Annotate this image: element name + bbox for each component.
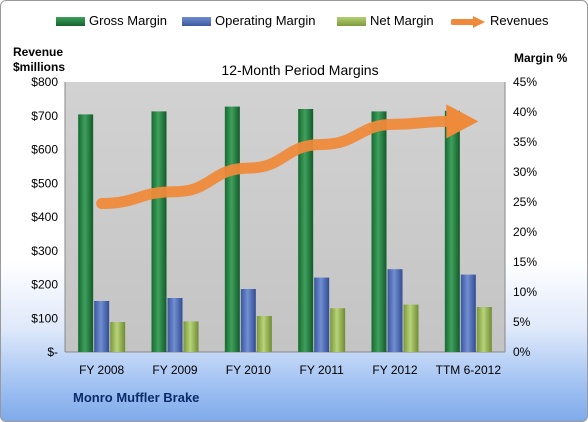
revenues-line (96, 115, 454, 209)
gross-margin-bar (371, 111, 387, 353)
legend-gross-margin: Gross Margin (56, 13, 167, 28)
left-axis-title-line1: Revenue (13, 45, 64, 59)
gross-margin-bar (444, 110, 460, 352)
left-tick-label: $700 (31, 109, 58, 123)
gross-margin-bar (298, 109, 314, 352)
category-label: TTM 6-2012 (436, 363, 502, 377)
operating-margin-bar (387, 269, 403, 352)
left-tick-label: $300 (31, 244, 58, 258)
legend-net-swatch (337, 17, 366, 27)
legend-operating-label: Operating Margin (215, 13, 316, 28)
legend-net-margin: Net Margin (337, 13, 434, 28)
legend-gross-label: Gross Margin (89, 13, 168, 28)
legend-revenues-arrow-icon (450, 15, 485, 28)
right-axis-title: Margin % (514, 51, 568, 65)
net-margin-bar (476, 307, 492, 352)
chart-title: 12-Month Period Margins (221, 62, 378, 78)
right-tick-label: 10% (513, 285, 537, 299)
legend-revenues: Revenues (450, 13, 549, 28)
revenues-arrowhead (446, 104, 479, 139)
right-tick-label: 45% (513, 75, 537, 89)
company-name: Monro Muffler Brake (73, 390, 200, 405)
left-tick-label: $600 (31, 143, 58, 157)
net-margin-bar (256, 316, 272, 352)
category-label: FY 2010 (226, 363, 271, 377)
net-margin-bar (330, 308, 346, 352)
category-label: FY 2012 (372, 363, 417, 377)
legend-revenues-label: Revenues (490, 13, 549, 28)
category-label: FY 2011 (300, 363, 345, 377)
gross-margin-bar (224, 106, 240, 352)
left-tick-label: $500 (31, 176, 58, 190)
operating-margin-bar (94, 301, 110, 352)
gross-margin-bar (151, 111, 167, 353)
legend-net-label: Net Margin (370, 13, 434, 28)
legend-gross-swatch (56, 17, 85, 27)
net-margin-bar (183, 321, 199, 352)
right-tick-label: 20% (513, 225, 537, 239)
right-tick-label: 30% (513, 165, 537, 179)
right-tick-label: 15% (513, 255, 537, 269)
left-tick-label: $- (47, 345, 58, 359)
left-tick-label: $400 (31, 210, 58, 224)
right-tick-label: 5% (513, 315, 531, 329)
legend-operating-swatch (182, 17, 211, 27)
net-margin-bar (110, 322, 126, 352)
operating-margin-bar (240, 289, 256, 352)
net-margin-bar (403, 304, 419, 352)
right-tick-label: 0% (513, 345, 531, 359)
left-tick-label: $800 (31, 75, 58, 89)
left-tick-label: $100 (31, 311, 58, 325)
category-label: FY 2009 (152, 363, 197, 377)
right-tick-label: 35% (513, 135, 537, 149)
operating-margin-bar (314, 277, 330, 352)
left-tick-label: $200 (31, 278, 58, 292)
gross-margin-bar (78, 114, 94, 353)
legend-operating-margin: Operating Margin (182, 13, 315, 28)
right-tick-label: 25% (513, 195, 537, 209)
operating-margin-bar (167, 298, 183, 352)
operating-margin-bar (460, 274, 476, 352)
category-label: FY 2008 (79, 363, 124, 377)
right-tick-label: 40% (513, 105, 537, 119)
left-axis-title-line2: $millions (13, 60, 66, 74)
